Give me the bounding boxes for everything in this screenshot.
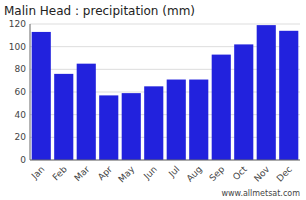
bar: [167, 80, 186, 160]
bar: [144, 86, 163, 160]
bar: [77, 64, 96, 160]
bar: [189, 80, 208, 160]
x-tick-label: Sep: [207, 164, 226, 183]
x-tick-label: Aug: [184, 164, 204, 184]
bar: [54, 74, 73, 160]
watermark: www.allmetsat.com: [222, 189, 301, 198]
x-tick-label: Apr: [96, 164, 114, 182]
x-tick-label: Jan: [29, 164, 47, 182]
x-tick-label: Dec: [275, 164, 294, 183]
x-tick-label: Jun: [141, 164, 159, 182]
bar: [122, 93, 141, 160]
y-tick-label: 100: [9, 42, 26, 52]
x-tick-label: Jul: [166, 164, 181, 179]
y-tick-label: 120: [9, 19, 26, 29]
x-tick-label: May: [116, 164, 137, 185]
y-tick-label: 60: [15, 87, 27, 97]
title: Malin Head : precipitation (mm): [4, 4, 195, 18]
bar: [279, 31, 298, 160]
bars: [32, 25, 299, 160]
bar: [32, 32, 51, 160]
y-tick-label: 40: [15, 110, 27, 120]
x-tick-label: Nov: [252, 164, 272, 184]
bar: [234, 44, 253, 160]
grid: [30, 24, 300, 160]
y-tick-label: 80: [15, 64, 27, 74]
x-tick-label: Mar: [72, 164, 91, 183]
grid-line: [30, 24, 300, 25]
x-tick-label: Feb: [51, 164, 70, 183]
y-tick-label: 0: [20, 155, 26, 165]
y-axis-line: [30, 24, 31, 160]
chart-svg: Malin Head : precipitation (mm) 0 20 40 60 80…: [0, 0, 306, 200]
grid-line: [30, 160, 300, 161]
bar: [212, 55, 231, 160]
bar: [257, 25, 276, 160]
chart-container: Malin Head : precipitation (mm) 0 20 40 60 80…: [0, 0, 306, 200]
y-tick-label: 20: [15, 132, 27, 142]
x-tick-label: Oct: [231, 164, 249, 182]
x-axis-line: [30, 160, 300, 161]
bar: [99, 95, 118, 160]
